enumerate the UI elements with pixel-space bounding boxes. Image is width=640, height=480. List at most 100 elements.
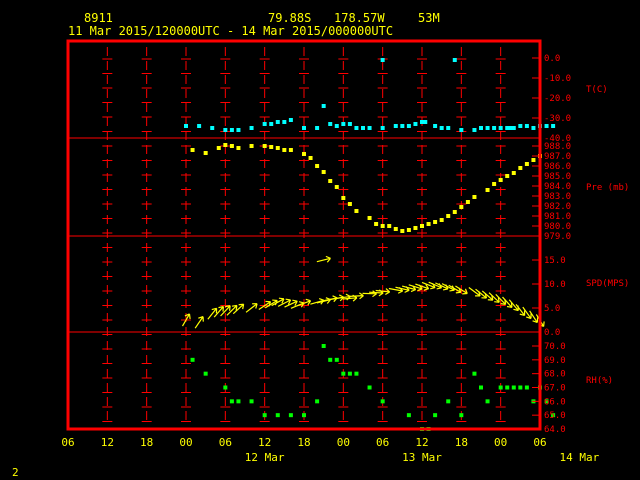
wind-barb-head (500, 303, 506, 305)
temperature-point (531, 126, 536, 130)
wind-barb-shape (284, 299, 298, 308)
wind-tick-label: 5.0 (544, 304, 560, 314)
temperature-point (459, 128, 464, 132)
wind-barb-head (188, 313, 191, 319)
wind-barb-head (372, 293, 377, 298)
wind-barb-shape (226, 304, 238, 316)
wind-barb-head (298, 301, 305, 304)
wind-barb-shape (181, 313, 191, 327)
pressure-tick-label: 983.0 (544, 192, 571, 202)
wind-barb-shape (316, 255, 331, 263)
temperature-point (524, 124, 529, 128)
temperature-point (423, 120, 428, 124)
wind-tick-label: 10.0 (544, 280, 566, 290)
wind-barb-shaft (495, 293, 506, 305)
temperature-point (361, 126, 365, 130)
humidity-point (551, 413, 556, 418)
wind-barb-shaft (415, 283, 429, 290)
x-tick-label: 00 (494, 436, 507, 449)
x-day-label: 12 Mar (245, 451, 285, 464)
humidity-point (459, 413, 464, 418)
temperature-point (433, 124, 438, 128)
pressure-point (328, 179, 333, 183)
wind-barb-head (215, 308, 218, 314)
wind-barb-shaft (342, 297, 357, 300)
humidity-tick-label: 68.0 (544, 370, 566, 380)
wind-barb-shaft (226, 305, 238, 316)
x-tick-label: 00 (179, 436, 192, 449)
x-tick-label: 18 (140, 436, 153, 449)
wind-barb (277, 298, 292, 307)
data-layer (181, 58, 556, 431)
wind-barb-shaft (515, 304, 526, 316)
wind-barb-head (523, 310, 526, 316)
x-tick-label: 06 (533, 436, 546, 449)
temperature-point (479, 126, 483, 130)
wind-barb-shape (415, 283, 430, 291)
wind-barb (349, 292, 364, 300)
wind-barb-shaft (271, 298, 285, 307)
wind-barb-shape (362, 290, 377, 298)
wind-barb-shaft (401, 285, 416, 291)
pressure-point (505, 174, 510, 178)
temperature-point (236, 128, 241, 132)
temperature-point (393, 124, 398, 128)
wind-barb-shaft (455, 285, 468, 295)
wind-barb-shaft (488, 292, 500, 303)
wind-barb-head (475, 295, 481, 297)
temperature-point (197, 124, 202, 128)
temperature-point (223, 128, 228, 132)
humidity-tick-label: 67.0 (544, 384, 566, 394)
x-tick-label: 06 (219, 436, 232, 449)
wind-barb-head (464, 288, 468, 294)
wind-barb-shaft (349, 295, 364, 297)
temperature-point (328, 122, 333, 126)
wind-barb-head (378, 292, 384, 297)
pressure-point (308, 156, 313, 160)
humidity-point (498, 385, 503, 390)
temperature-tick-label: -10.0 (544, 74, 571, 84)
wind-barb-head (198, 316, 204, 319)
wind-barb-head (417, 288, 423, 292)
humidity-point (249, 399, 254, 404)
temperature-point (269, 122, 274, 126)
wind-barb-head (497, 297, 500, 303)
humidity-point (275, 413, 280, 418)
humidity-point (262, 413, 267, 418)
temperature-tick-label: -20.0 (544, 94, 571, 104)
wind-barb-head (218, 305, 224, 309)
pressure-point (269, 145, 274, 149)
wind-barb-shaft (395, 286, 410, 291)
wind-barb-head (292, 299, 298, 302)
x-day-label: 13 Mar (402, 451, 442, 464)
x-tick-label: 18 (297, 436, 310, 449)
wind-barb-head (225, 305, 231, 308)
wind-barb-shape (277, 298, 292, 307)
wind-barb (245, 303, 258, 313)
pressure-point (288, 148, 293, 152)
pressure-point (367, 216, 372, 220)
wind-barb-shaft (468, 287, 481, 297)
wind-barb-shape (515, 304, 526, 317)
wind-barb-shaft (336, 295, 351, 299)
wind-barb-head (519, 313, 525, 317)
wind-barb-head (332, 295, 338, 299)
x-tick-label: 06 (61, 436, 74, 449)
wind-barb-head (202, 316, 204, 322)
wind-barb (316, 255, 331, 263)
wind-barb-shape (508, 299, 519, 312)
pressure-point (524, 162, 529, 166)
humidity-point (367, 385, 372, 390)
pressure-point (302, 152, 306, 156)
wind-barb (362, 290, 377, 298)
wind-barb-shaft (408, 284, 423, 290)
wind-barb-shaft (232, 303, 245, 315)
wind-barb (468, 287, 481, 297)
wind-axis-label: SPD(MPS) (586, 279, 629, 289)
wind-barb-head (385, 291, 390, 296)
wind-barb-head (532, 320, 538, 324)
temperature-point (275, 120, 280, 124)
pressure-point (413, 226, 418, 230)
temperature-point (380, 58, 385, 62)
wind-barb-head (252, 303, 258, 305)
